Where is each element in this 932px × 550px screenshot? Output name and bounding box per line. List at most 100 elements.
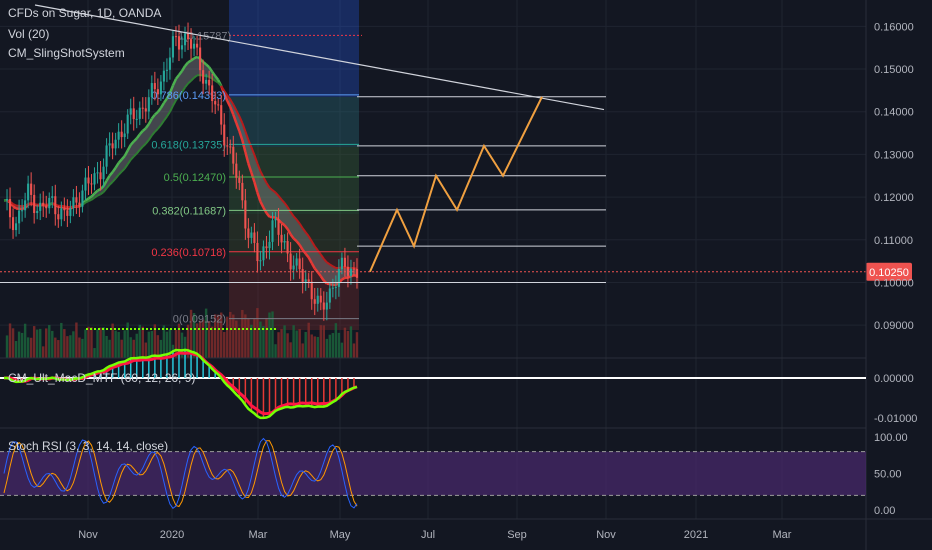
- ribbon-fast-ema: [208, 66, 214, 73]
- volume-bar: [141, 326, 144, 358]
- ribbon-fast-ema: [316, 271, 322, 277]
- volume-bar: [51, 330, 54, 358]
- ribbon-slow-ema: [319, 253, 325, 260]
- ribbon-fast-ema: [93, 189, 99, 195]
- volume-bar: [295, 330, 298, 358]
- volume-bar: [198, 320, 202, 358]
- ribbon-slow-ema: [295, 219, 301, 225]
- ribbon-slow-ema: [271, 189, 277, 194]
- candle-body: [352, 268, 356, 270]
- ribbon-slow-ema: [265, 182, 271, 189]
- ribbon-slow-ema: [214, 79, 219, 84]
- price-tick-label: 0.12000: [874, 192, 914, 204]
- volume-bar: [75, 322, 78, 358]
- ribbon-fast-ema: [319, 275, 325, 282]
- volume-bar: [192, 313, 196, 358]
- time-tick-label: Nov: [78, 529, 98, 541]
- candle-body: [229, 146, 232, 148]
- ribbon-fast-ema: [280, 221, 286, 227]
- ribbon-slow-ema: [145, 139, 150, 145]
- ribbon-slow-ema: [193, 74, 198, 79]
- macd-pane[interactable]: [0, 348, 866, 420]
- volume-bar: [262, 326, 265, 358]
- candle-body: [310, 281, 313, 300]
- current-price-tag: 0.10250: [866, 262, 912, 281]
- candle-body: [72, 197, 75, 209]
- time-axis[interactable]: Nov 2020 Mar May Jul Sep Nov 2021 Mar: [78, 529, 792, 541]
- ribbon-slow-ema: [190, 77, 195, 82]
- stoch-rsi-pane[interactable]: [0, 437, 866, 509]
- candle-body: [156, 89, 159, 95]
- ribbon-slow-ema: [232, 104, 238, 111]
- stoch-rsi-band: [0, 451, 866, 496]
- trendline[interactable]: [34, 4, 605, 111]
- symbol-title[interactable]: CFDs on Sugar, 1D, OANDA: [8, 6, 162, 20]
- ribbon-slow-ema: [247, 139, 253, 148]
- candle-body: [123, 133, 126, 138]
- volume-bar: [223, 332, 226, 358]
- candle-body: [114, 139, 117, 149]
- candle-body: [138, 107, 141, 119]
- volume-bar: [14, 341, 18, 358]
- volume-bar: [286, 333, 289, 358]
- stoch-rsi-k-line: [3, 437, 358, 509]
- ribbon-fast-ema: [147, 118, 153, 125]
- volume-bar: [60, 322, 63, 358]
- ribbon-slow-ema: [310, 240, 316, 247]
- volume-indicator-label[interactable]: Vol (20): [8, 27, 50, 41]
- ribbon-slow-ema: [304, 231, 310, 237]
- stoch-rsi-indicator-label[interactable]: Stoch RSI (3, 3, 14, 14, close): [8, 439, 169, 453]
- ribbon-slow-ema: [160, 120, 165, 126]
- candle-body: [30, 183, 33, 195]
- candle-body: [162, 70, 165, 82]
- ribbon-fast-ema: [350, 274, 355, 278]
- ribbon-slow-ema: [147, 134, 153, 141]
- volume-bar: [5, 335, 9, 358]
- candle-body: [346, 266, 349, 276]
- volume-bar: [144, 342, 148, 358]
- volume-bar: [334, 323, 338, 358]
- ribbon-fast-ema: [347, 275, 352, 279]
- fib-label: 0.382(0.11687): [152, 205, 226, 217]
- ribbon-fast-ema: [238, 130, 244, 141]
- fib-label: 0(0.09152): [173, 314, 226, 326]
- volume-bar: [186, 324, 190, 358]
- candle-body: [208, 79, 211, 86]
- volume-bar: [283, 325, 286, 358]
- ribbon-fast-ema: [154, 111, 159, 116]
- volume-bar: [229, 311, 232, 358]
- ribbon-slow-ema: [268, 186, 274, 191]
- candle-body: [90, 183, 93, 185]
- volume-bar: [72, 331, 75, 358]
- price-tick-label: 0.13000: [874, 149, 914, 161]
- ribbon-slow-ema: [117, 171, 123, 176]
- candle-body: [196, 43, 199, 48]
- ribbon-fast-ema: [120, 155, 126, 161]
- candle-body: [331, 287, 334, 289]
- candle-body: [186, 33, 190, 40]
- ribbon-slow-ema: [220, 85, 226, 92]
- ribbon-slow-ema: [253, 154, 259, 164]
- candle-body: [205, 79, 208, 84]
- volume-bar: [69, 335, 72, 358]
- candle-body: [283, 241, 286, 243]
- candle-body: [132, 108, 135, 120]
- ribbon-fast-ema: [174, 74, 180, 80]
- candle-body: [117, 131, 120, 140]
- macd-indicator-label[interactable]: CM_Ult_MacD_MTF (60, 12, 26, 9): [8, 371, 196, 385]
- candle-body: [150, 83, 153, 98]
- candle-body: [66, 210, 69, 216]
- volume-bar: [177, 323, 181, 358]
- volume-bar: [213, 314, 217, 358]
- volume-bar: [207, 321, 211, 358]
- ribbon-slow-ema: [111, 177, 117, 183]
- ribbon-fast-ema: [259, 201, 265, 209]
- slingshot-indicator-label[interactable]: CM_SlingShotSystem: [8, 46, 125, 60]
- volume-bar: [111, 323, 114, 358]
- price-tick-label: 0.15000: [874, 64, 914, 76]
- price-axis[interactable]: 0.16000 0.15000 0.14000 0.13000 0.12000 0.110…: [874, 21, 917, 517]
- ribbon-fast-ema: [135, 133, 141, 140]
- volume-bar: [313, 336, 316, 358]
- volume-bar: [226, 316, 229, 358]
